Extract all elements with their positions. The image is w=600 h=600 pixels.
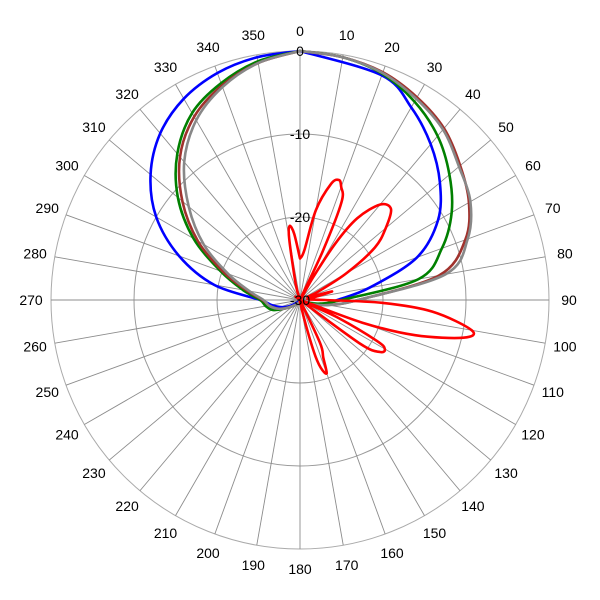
angle-label: 170 [335, 557, 359, 573]
angle-label: 350 [242, 27, 266, 43]
grid-spoke [108, 139, 301, 301]
angle-label: 60 [525, 158, 541, 174]
series-line-3 [177, 49, 471, 311]
grid-spoke [256, 299, 301, 546]
series-line-4 [182, 49, 473, 311]
grid-spoke [299, 65, 386, 301]
angle-label: 230 [82, 465, 106, 481]
angle-label: 30 [427, 59, 443, 75]
grid-spoke [299, 256, 546, 301]
grid-spoke [299, 299, 461, 492]
ring-label: -20 [290, 209, 310, 225]
angle-label: 330 [154, 59, 178, 75]
angle-label: 160 [380, 545, 404, 561]
grid-spoke [139, 299, 301, 492]
angle-label: 200 [196, 545, 220, 561]
angle-label: 190 [242, 557, 266, 573]
grid-spoke [139, 108, 301, 301]
angle-label: 280 [23, 245, 47, 261]
angle-labels: 0 10 20 30 40 50 60 70 80 90 100 110 120 130 140 150 160… [19, 23, 577, 577]
grid-spoke [299, 299, 546, 344]
angle-label: 210 [154, 525, 178, 541]
angle-label: 220 [115, 498, 139, 514]
angle-label: 250 [36, 384, 60, 400]
angle-label: 0 [296, 23, 304, 39]
angle-label: 270 [19, 292, 43, 308]
angle-label: 120 [521, 427, 545, 443]
grid-spoke [54, 256, 301, 301]
angle-label: 340 [196, 39, 220, 55]
angle-label: 240 [55, 427, 79, 443]
grid-spoke [299, 299, 425, 516]
series-line-1 [149, 49, 443, 309]
angle-label: 130 [494, 465, 518, 481]
angle-label: 300 [55, 158, 79, 174]
series-line-5 [287, 178, 476, 375]
angle-label: 20 [384, 39, 400, 55]
angle-label: 80 [557, 245, 573, 261]
grid-spoke [54, 299, 301, 344]
grid-spoke [108, 299, 301, 461]
grid-spoke [65, 214, 301, 301]
angle-label: 90 [561, 292, 577, 308]
angle-label: 320 [115, 86, 139, 102]
angle-label: 40 [465, 86, 481, 102]
angle-label: 180 [288, 561, 312, 577]
angle-label: 290 [36, 200, 60, 216]
series-layer [149, 49, 476, 375]
ring-label: 0 [296, 43, 304, 59]
grid-spoke [84, 299, 301, 425]
grid-spoke [299, 299, 492, 461]
angle-label: 50 [498, 119, 514, 135]
angle-label: 310 [82, 119, 106, 135]
grid-spoke [175, 299, 301, 516]
angle-label: 140 [461, 498, 485, 514]
grid-spoke [299, 299, 386, 535]
ring-labels: 0 -10 -20 -30 [290, 43, 310, 308]
angle-label: 100 [553, 339, 577, 355]
grid-spoke [299, 299, 516, 425]
ring-label: -30 [290, 292, 310, 308]
angle-label: 260 [23, 339, 47, 355]
angle-label: 110 [542, 384, 565, 400]
grid-spoke [214, 299, 301, 535]
ring-label: -10 [290, 126, 310, 142]
angle-label: 150 [423, 525, 447, 541]
grid-spoke [299, 54, 344, 301]
grid-spoke [214, 65, 301, 301]
angle-label: 70 [545, 200, 561, 216]
angle-label: 10 [339, 27, 355, 43]
grid-spoke [65, 299, 301, 386]
grid-spoke [299, 299, 344, 546]
